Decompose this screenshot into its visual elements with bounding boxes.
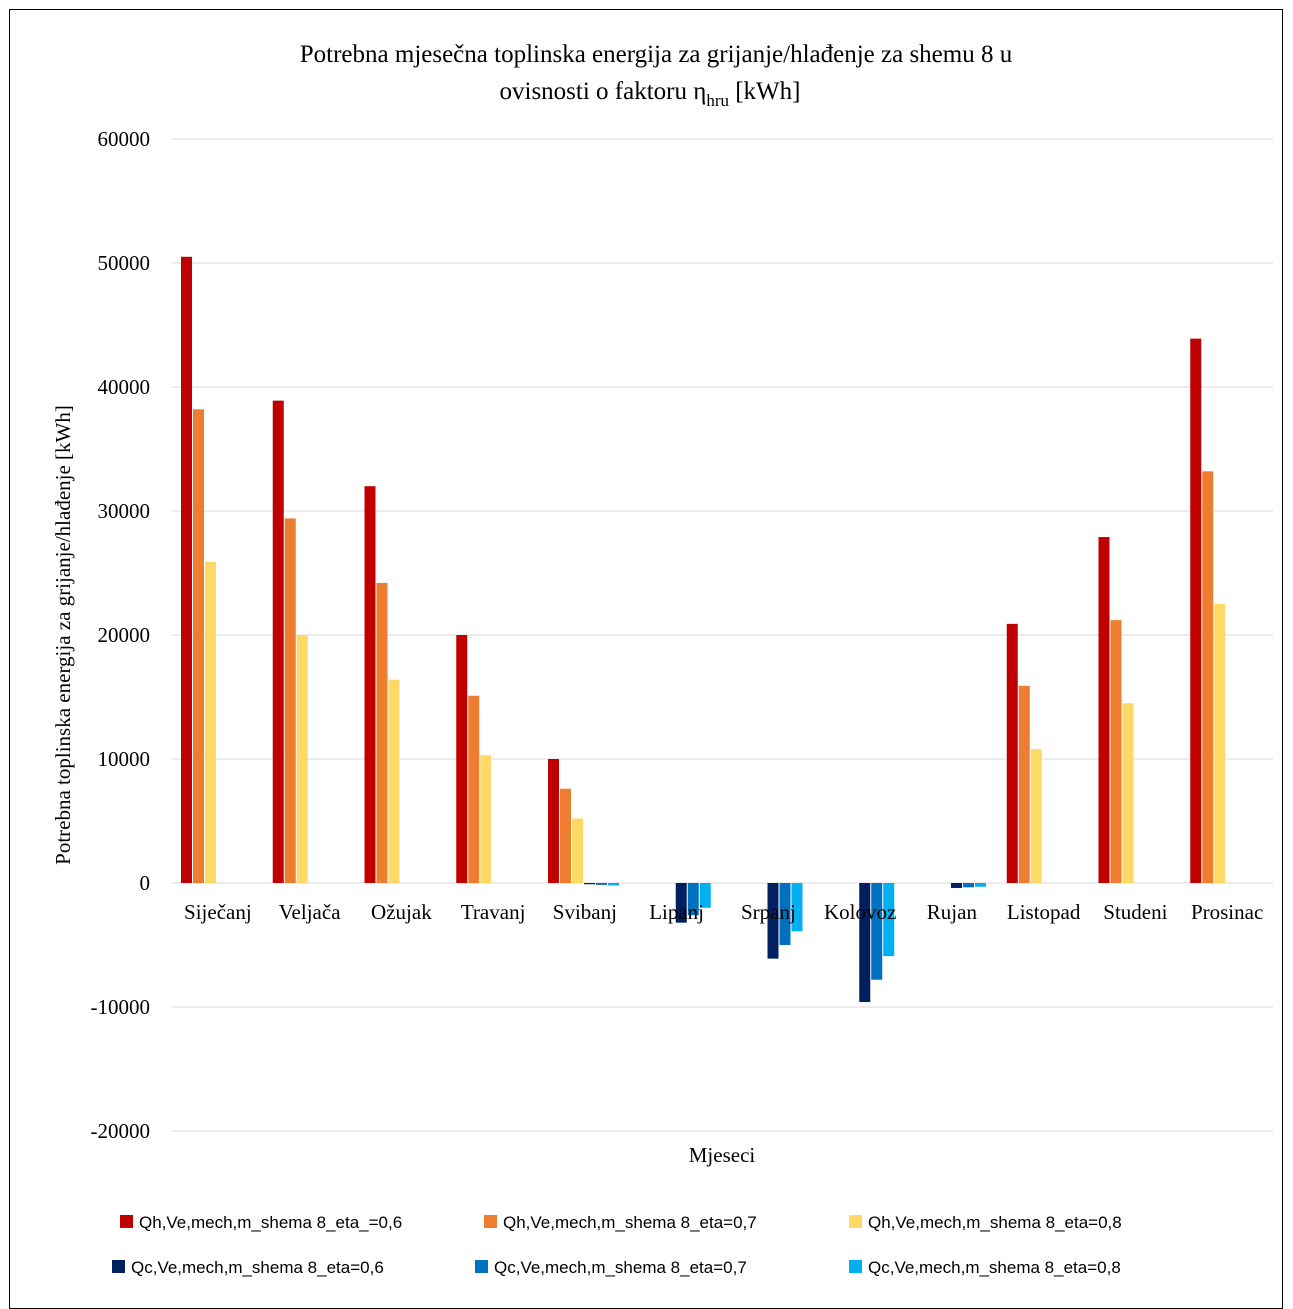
bar: [560, 788, 571, 883]
legend-swatch: [112, 1260, 125, 1273]
y-tick-label: 40000: [98, 375, 151, 399]
y-tick-label: 60000: [98, 127, 151, 151]
legend-swatch: [849, 1260, 862, 1273]
bar: [376, 582, 388, 883]
bar: [1098, 537, 1110, 883]
y-tick-label: 0: [140, 871, 151, 895]
bar: [871, 883, 883, 980]
legend-label: Qh,Ve,mech,m_shema 8_eta_=0,6: [139, 1213, 402, 1232]
bar: [1214, 604, 1226, 883]
x-tick-label: Travanj: [461, 900, 526, 924]
x-tick-label: Ožujak: [371, 900, 432, 924]
x-axis-label: Mjeseci: [689, 1143, 756, 1167]
x-tick-label: Siječanj: [184, 900, 252, 924]
chart-frame: [9, 9, 1283, 1309]
legend-swatch: [484, 1215, 497, 1228]
y-tick-label: 20000: [98, 623, 151, 647]
bar: [963, 883, 974, 888]
bar: [1006, 623, 1018, 883]
legend-swatch: [475, 1260, 488, 1273]
chart-title-line2: ovisnosti o faktoru ηhru [kWh]: [500, 78, 801, 110]
legend: Qh,Ve,mech,m_shema 8_eta_=0,6 Qh,Ve,mech,…: [112, 1213, 1122, 1277]
title-prefix: ovisnosti o faktoru η: [500, 78, 707, 105]
bar: [548, 759, 559, 883]
y-axis-label: Potrebna toplinska energija za grijanje/…: [51, 405, 75, 865]
bar: [687, 883, 699, 916]
bar: [296, 635, 308, 883]
bar: [205, 561, 216, 883]
x-tick-label: Prosinac: [1191, 900, 1263, 924]
bar: [699, 883, 711, 908]
y-tick-labels: 60000 50000 40000 30000 20000 10000 0 -10000 -20…: [91, 127, 151, 1143]
bar: [388, 679, 400, 883]
bar: [364, 486, 376, 883]
legend-label: Qc,Ve,mech,m_shema 8_eta=0,8: [868, 1258, 1121, 1277]
bar: [859, 883, 871, 1003]
x-tick-label: Srpanj: [741, 900, 796, 924]
legend-swatch: [849, 1215, 862, 1228]
bar: [584, 883, 595, 885]
x-tick-label: Rujan: [927, 900, 978, 924]
x-tick-label: Listopad: [1007, 900, 1081, 924]
legend-label: Qh,Ve,mech,m_shema 8_eta=0,8: [868, 1213, 1122, 1232]
bars: [181, 256, 1226, 1003]
x-tick-label: Veljača: [279, 900, 341, 924]
bar: [181, 256, 192, 883]
bar: [1030, 749, 1042, 883]
x-tick-label: Kolovoz: [824, 900, 896, 924]
bar: [456, 635, 468, 883]
bar: [779, 883, 791, 945]
bar: [951, 883, 962, 888]
bar: [767, 883, 779, 959]
bar: [572, 818, 583, 883]
bar: [193, 409, 204, 883]
x-tick-label: Svibanj: [553, 900, 617, 924]
x-tick-labels: Siječanj Veljača Ožujak Travanj Svibanj Lipan…: [184, 900, 1263, 924]
bar: [1018, 685, 1030, 883]
bar: [1202, 471, 1214, 883]
title-subscript: hru: [706, 91, 729, 110]
bar: [608, 883, 619, 886]
bar: [791, 883, 803, 932]
legend-label: Qc,Ve,mech,m_shema 8_eta=0,6: [131, 1258, 384, 1277]
bar: [1110, 620, 1122, 883]
bar: [284, 518, 296, 883]
bar: [480, 755, 492, 883]
gridlines: [172, 138, 1273, 1132]
bar: [468, 695, 480, 883]
y-tick-label: -20000: [91, 1119, 151, 1143]
legend-label: Qh,Ve,mech,m_shema 8_eta=0,7: [503, 1213, 757, 1232]
y-tick-label: -10000: [91, 995, 151, 1019]
bar: [975, 883, 986, 887]
y-tick-label: 10000: [98, 747, 151, 771]
y-tick-label: 30000: [98, 499, 151, 523]
bar: [675, 883, 687, 923]
x-tick-label: Studeni: [1103, 900, 1167, 924]
chart-title-line1: Potrebna mjesečna toplinska energija za …: [300, 41, 1013, 68]
bar: [272, 400, 284, 883]
bar: [596, 883, 607, 885]
legend-label: Qc,Ve,mech,m_shema 8_eta=0,7: [494, 1258, 747, 1277]
bar: [1190, 338, 1202, 883]
title-suffix: [kWh]: [729, 78, 801, 105]
legend-swatch: [120, 1215, 133, 1228]
y-tick-label: 50000: [98, 251, 151, 275]
bar: [1122, 703, 1134, 883]
x-tick-label: Lipanj: [649, 900, 704, 924]
bar: [883, 883, 895, 957]
